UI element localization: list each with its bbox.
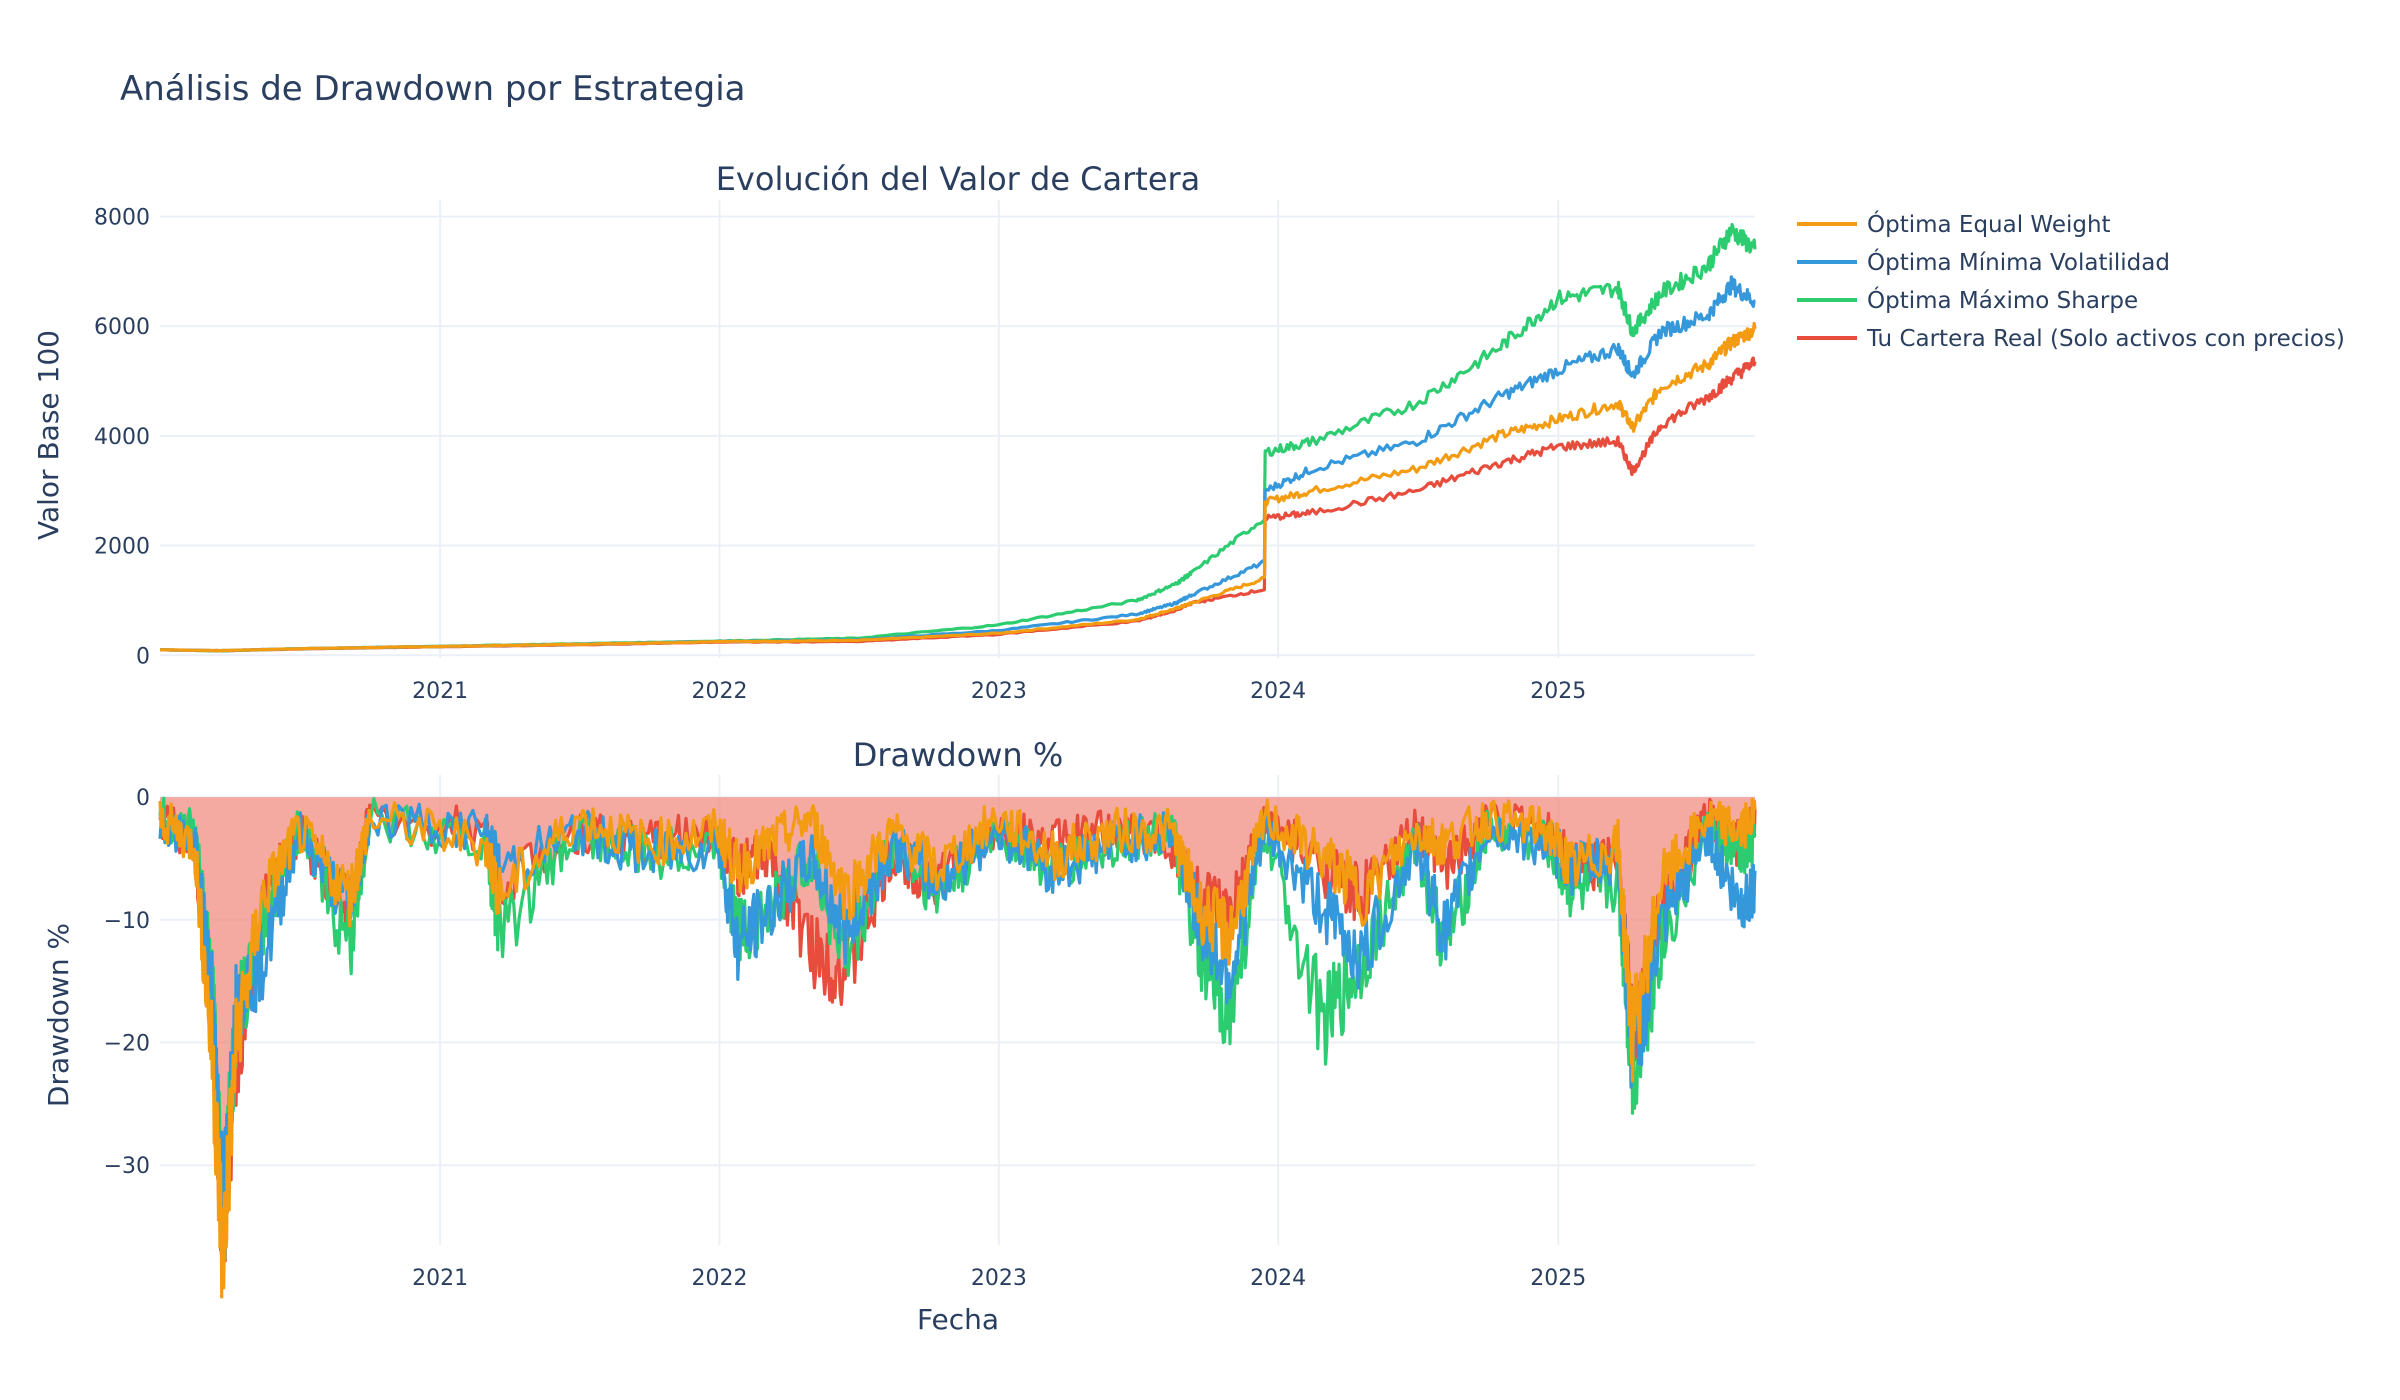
- y-tick-4000: 4000: [94, 425, 150, 450]
- legend-label-optima-equal-weight: Óptima Equal Weight: [1867, 210, 2111, 238]
- legend: Óptima Equal Weight Óptima Mínima Volatil…: [1797, 210, 2345, 352]
- legend-label-tu-cartera-real-solo-activos-con-precios: Tu Cartera Real (Solo activos con precio…: [1866, 326, 2345, 352]
- x-tick-2022: 2022: [691, 1266, 747, 1291]
- bottom-y-axis-title: Drawdown %: [42, 923, 75, 1107]
- bottom-panel-grid: [160, 775, 1755, 1245]
- y-tick--30: −30: [104, 1154, 150, 1179]
- x-tick-2023: 2023: [971, 1266, 1027, 1291]
- drawdown-panel: Drawdown % 2021 2022 2023 2024 2025 0 −10 −20 −3…: [42, 736, 1757, 1336]
- x-tick-2021: 2021: [412, 679, 468, 704]
- x-tick-2025: 2025: [1530, 1266, 1586, 1291]
- legend-label-optima-maximo-sharpe: Óptima Máximo Sharpe: [1867, 286, 2138, 314]
- y-tick-6000: 6000: [94, 315, 150, 340]
- x-axis-title: Fecha: [917, 1303, 999, 1336]
- bottom-panel-title: Drawdown %: [853, 736, 1064, 774]
- y-tick-0: 0: [136, 786, 150, 811]
- top-panel-ticks: 2021 2022 2023 2024 2025 0 2000 4000 6000 8000: [94, 205, 1586, 704]
- x-tick-2024: 2024: [1250, 679, 1306, 704]
- figure-title: Análisis de Drawdown por Estrategia: [120, 69, 746, 109]
- x-tick-2021: 2021: [412, 1266, 468, 1291]
- top-panel-title: Evolución del Valor de Cartera: [716, 160, 1201, 198]
- x-tick-2022: 2022: [691, 679, 747, 704]
- top-y-axis-title: Valor Base 100: [32, 330, 65, 540]
- series-line-optima-equal-weight: [158, 797, 1757, 1299]
- y-tick-0: 0: [136, 644, 150, 669]
- legend-label-optima-minima-volatilidad: Óptima Mínima Volatilidad: [1867, 248, 2170, 276]
- y-tick-2000: 2000: [94, 535, 150, 560]
- y-tick--10: −10: [104, 909, 150, 934]
- top-panel-series: [159, 223, 1757, 653]
- top-panel-grid: [160, 200, 1755, 658]
- series-line-optima-equal-weight: [160, 321, 1757, 653]
- x-tick-2024: 2024: [1250, 1266, 1306, 1291]
- bottom-panel-series: [158, 796, 1757, 1299]
- x-tick-2025: 2025: [1530, 679, 1586, 704]
- x-tick-2023: 2023: [971, 679, 1027, 704]
- bottom-panel-ticks: 2021 2022 2023 2024 2025 0 −10 −20 −30: [104, 786, 1587, 1291]
- y-tick--20: −20: [104, 1032, 150, 1057]
- y-tick-8000: 8000: [94, 205, 150, 230]
- portfolio-value-panel: Evolución del Valor de Cartera 2021 2022 2…: [32, 160, 1757, 704]
